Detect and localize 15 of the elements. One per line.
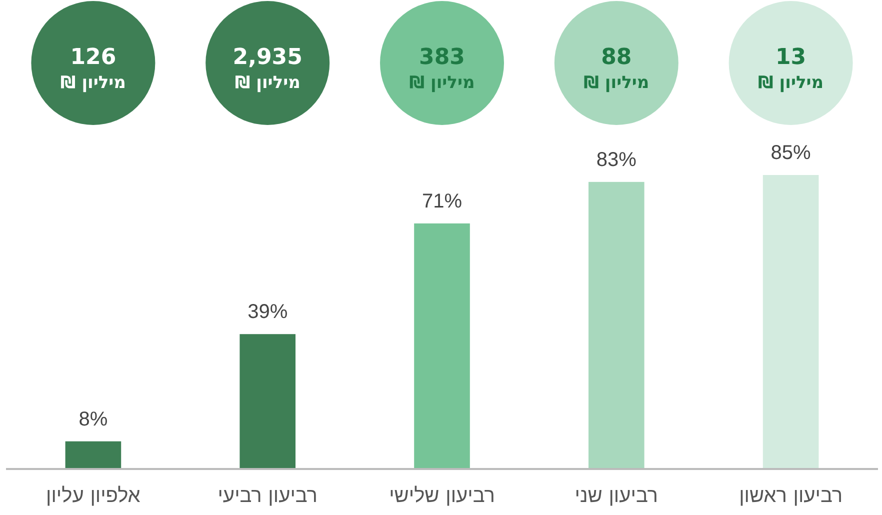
bar [414,223,470,469]
bar [762,175,819,469]
x-tick-label: רביעון ראשון [739,483,843,507]
x-tick-label: רביעון שני [574,483,658,507]
x-tick-label: רביעון רביעי [218,483,318,507]
data-label: 85% [770,142,812,164]
bar [240,334,296,469]
bar [588,182,644,469]
data-label: 39% [248,301,288,324]
data-label: 83% [596,148,637,171]
x-tick-label: אלפיון עליון [46,483,141,507]
data-label: 71% [422,190,462,212]
x-tick-label: רביעון שלישי [389,483,495,507]
data-label: 8% [78,408,108,430]
bar [65,441,122,469]
